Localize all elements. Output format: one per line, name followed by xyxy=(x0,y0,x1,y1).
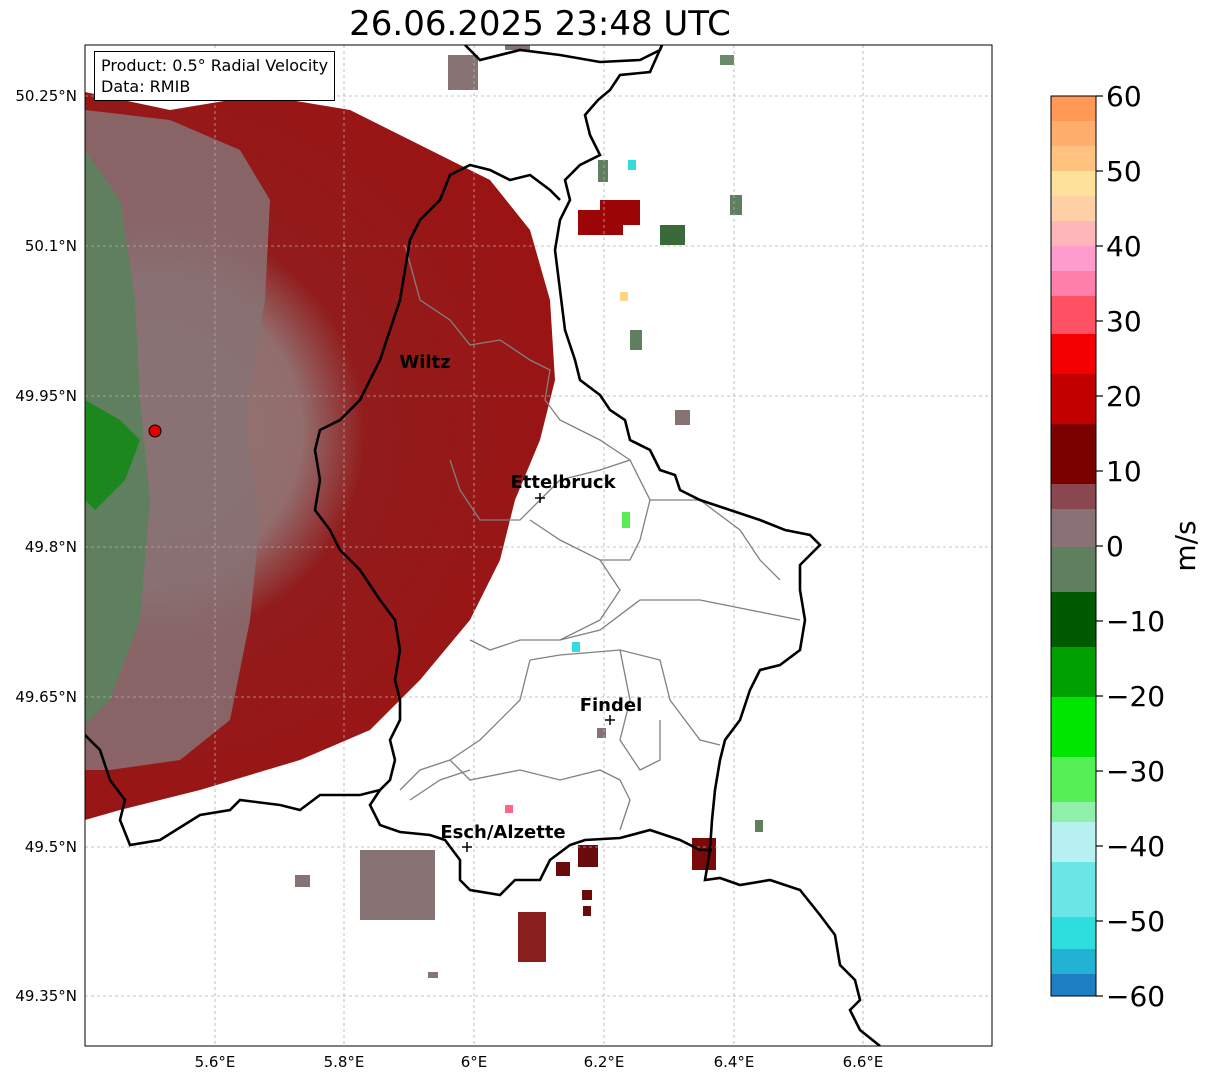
plot-frame xyxy=(84,44,993,1047)
colorbar-tick-label: 30 xyxy=(1106,305,1142,338)
city-marker-findel xyxy=(605,715,615,725)
x-tick: 6°E xyxy=(461,1053,488,1071)
city-label-esch: Esch/Alzette xyxy=(440,822,565,843)
colorbar-tick-label: −40 xyxy=(1106,830,1165,863)
colorbar-tick-label: 60 xyxy=(1106,80,1142,113)
city-findel: Findel xyxy=(580,695,643,725)
city-label-findel: Findel xyxy=(580,695,643,716)
x-tick: 5.8°E xyxy=(324,1053,365,1071)
colorbar-tick-label: −30 xyxy=(1106,755,1165,788)
x-axis-ticks: 5.6°E 5.8°E 6°E 6.2°E 6.4°E 6.6°E xyxy=(195,1053,884,1071)
colorbar-tick-label: 20 xyxy=(1106,380,1142,413)
colorbar: 60 50 40 30 20 10 0 −10 −20 −30 −40 −50 … xyxy=(1050,80,1202,1013)
canton-borders xyxy=(399,244,801,831)
radar-echoes xyxy=(85,45,763,978)
y-tick: 50.25°N xyxy=(15,87,77,105)
colorbar-tick-label: 50 xyxy=(1106,155,1142,188)
product-info-line: Product: 0.5° Radial Velocity xyxy=(101,56,329,75)
map-title: 26.06.2025 23:48 UTC xyxy=(349,4,731,44)
colorbar-unit-label: m/s xyxy=(1169,520,1202,571)
x-tick: 6.4°E xyxy=(714,1053,755,1071)
x-tick: 6.6°E xyxy=(843,1053,884,1071)
colorbar-tick-label: 10 xyxy=(1106,455,1142,488)
colorbar-tick-label: −60 xyxy=(1106,980,1165,1013)
y-tick: 49.65°N xyxy=(15,688,77,706)
city-label-ettelbruck: Ettelbruck xyxy=(510,472,616,493)
city-esch: Esch/Alzette xyxy=(440,822,566,852)
y-tick: 50.1°N xyxy=(25,237,77,255)
data-source-line: Data: RMIB xyxy=(101,77,191,96)
country-borders xyxy=(85,45,881,1046)
colorbar-tick-label: −20 xyxy=(1106,680,1165,713)
y-tick: 49.5°N xyxy=(25,838,77,856)
product-info-box: Product: 0.5° Radial Velocity Data: RMIB xyxy=(94,51,336,101)
x-tick: 5.6°E xyxy=(195,1053,236,1071)
city-marker-esch xyxy=(462,842,472,852)
y-tick: 49.8°N xyxy=(25,538,77,556)
x-tick: 6.2°E xyxy=(584,1053,625,1071)
city-label-wiltz: Wiltz xyxy=(399,352,450,373)
colorbar-tick-label: 40 xyxy=(1106,230,1142,263)
y-axis-ticks: 50.25°N 50.1°N 49.95°N 49.8°N 49.65°N 49… xyxy=(15,87,77,1005)
radar-site-marker xyxy=(148,424,162,438)
y-tick: 49.95°N xyxy=(15,387,77,405)
echo-field-approaching-core xyxy=(85,400,140,510)
city-markers: Wiltz Ettelbruck Findel Esch/Alzette xyxy=(399,352,642,852)
colorbar-tick-label: −10 xyxy=(1106,605,1165,638)
city-ettelbruck: Ettelbruck xyxy=(510,472,617,503)
city-marker-ettelbruck xyxy=(535,493,545,503)
isolated-echoes xyxy=(295,45,763,978)
colorbar-tick-label: 0 xyxy=(1106,530,1124,563)
y-tick: 49.35°N xyxy=(15,987,77,1005)
city-wiltz: Wiltz xyxy=(399,352,450,373)
colorbar-tick-labels: 60 50 40 30 20 10 0 −10 −20 −30 −40 −50 … xyxy=(1106,80,1165,1013)
colorbar-tick-label: −50 xyxy=(1106,905,1165,938)
colorbar-ticks xyxy=(1096,95,1103,997)
